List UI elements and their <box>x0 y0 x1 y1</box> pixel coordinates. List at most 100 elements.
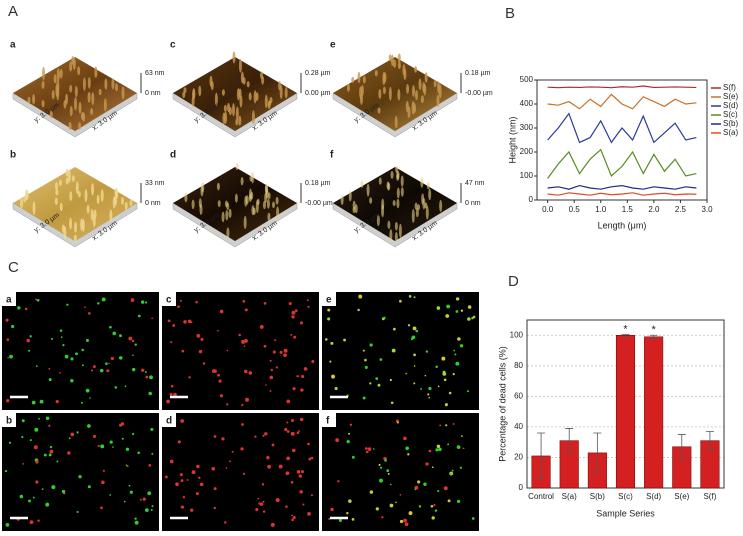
cell-dot <box>335 438 340 442</box>
cell-dot <box>270 368 274 372</box>
cell-dot <box>199 482 204 487</box>
cell-dot <box>241 423 244 426</box>
cell-dot <box>299 321 303 325</box>
cell-dot <box>365 450 369 454</box>
label-box <box>322 292 336 306</box>
cell-dot <box>349 423 353 426</box>
cell-dot <box>467 317 471 321</box>
cell-dot <box>307 305 310 308</box>
cell-dot <box>298 474 302 478</box>
cell-dot <box>137 451 141 455</box>
afm-peak <box>75 181 79 195</box>
afm-peak <box>389 229 393 241</box>
cell-dot <box>410 338 413 341</box>
cell-dot <box>269 359 272 362</box>
afm-peak <box>53 74 57 84</box>
cell-dot <box>45 416 50 421</box>
cell-dot <box>286 456 290 461</box>
cell-dot <box>262 510 266 513</box>
afm-peak <box>405 100 409 113</box>
afm-peak <box>396 187 400 199</box>
afm-peak <box>69 61 73 72</box>
afm-peak <box>59 202 63 212</box>
cell-dot <box>7 356 9 359</box>
y-axis-label: Height (nm) <box>507 116 517 163</box>
afm-peak <box>82 77 86 91</box>
cell-dot <box>257 497 260 500</box>
afm-peak <box>221 89 225 96</box>
panel-sublabel: c <box>170 40 176 51</box>
cell-dot <box>165 475 168 479</box>
cell-dot <box>128 484 131 487</box>
cell-dot <box>131 339 135 343</box>
cell-dot <box>431 516 435 520</box>
cell-dot <box>202 362 206 365</box>
cell-dot <box>213 487 217 491</box>
cell-dot <box>180 505 185 509</box>
afm-peak <box>414 66 418 73</box>
cell-dot <box>267 464 272 469</box>
cell-dot <box>292 387 296 391</box>
afm-peak <box>104 78 108 90</box>
afm-peak <box>428 188 432 201</box>
cell-dot <box>343 338 346 342</box>
cell-dot <box>327 317 331 321</box>
afm-surface <box>173 57 297 131</box>
afm-peak <box>275 196 279 205</box>
cell-dot <box>132 367 136 372</box>
cell-dot <box>101 480 105 485</box>
y-tick-label: 0 <box>519 483 524 492</box>
y-tick-label: 500 <box>520 75 534 84</box>
cell-dot <box>181 349 185 353</box>
cell-dot <box>175 482 179 487</box>
cell-dot <box>453 349 456 352</box>
panel-sublabel: e <box>330 40 336 51</box>
afm-peak <box>51 89 55 100</box>
cell-dot <box>441 356 446 361</box>
cell-dot <box>283 348 288 353</box>
y-tick-label: 40 <box>514 422 523 431</box>
cell-dot <box>55 400 59 404</box>
panel-sublabel: b <box>6 416 12 427</box>
cell-dot <box>302 503 305 506</box>
scale-top: 47 nm <box>465 180 485 187</box>
cell-dot <box>413 353 416 357</box>
cell-dot <box>310 494 313 497</box>
afm-peak <box>266 198 270 209</box>
cell-dot <box>59 329 63 332</box>
cell-dot <box>431 466 434 469</box>
afm-peak <box>415 207 419 218</box>
cell-dot <box>259 502 264 506</box>
afm-peak <box>59 68 63 79</box>
cell-dot <box>125 464 128 466</box>
cell-dot <box>109 440 113 444</box>
cell-dot <box>120 422 125 426</box>
cell-dot <box>62 343 65 347</box>
cell-dot <box>457 337 461 341</box>
x-tick-label: 2.5 <box>675 205 687 214</box>
cell-dot <box>377 383 381 387</box>
cell-dot <box>261 483 265 486</box>
cell-dot <box>369 490 374 494</box>
cell-dot <box>134 520 139 525</box>
cell-dot <box>244 339 248 343</box>
cell-dot <box>372 448 375 450</box>
annotation: * <box>652 324 657 336</box>
cell-dot <box>279 350 283 354</box>
cell-dot <box>396 421 399 424</box>
cell-dot <box>446 304 450 309</box>
afm-peak <box>224 200 228 208</box>
panel-label: B <box>505 5 515 22</box>
cell-dot <box>87 485 91 489</box>
cell-dot <box>444 403 448 407</box>
cell-dot <box>124 385 127 388</box>
cell-dot <box>84 306 86 308</box>
x-tick-label: S(d) <box>646 492 661 501</box>
y-tick-label: 100 <box>510 330 524 339</box>
cell-dot <box>24 307 28 311</box>
x-tick-label: 0.0 <box>542 205 554 214</box>
afm-peak <box>398 223 402 238</box>
cell-dot <box>292 516 296 520</box>
cell-dot <box>265 384 267 386</box>
panel-sublabel: a <box>6 295 12 306</box>
